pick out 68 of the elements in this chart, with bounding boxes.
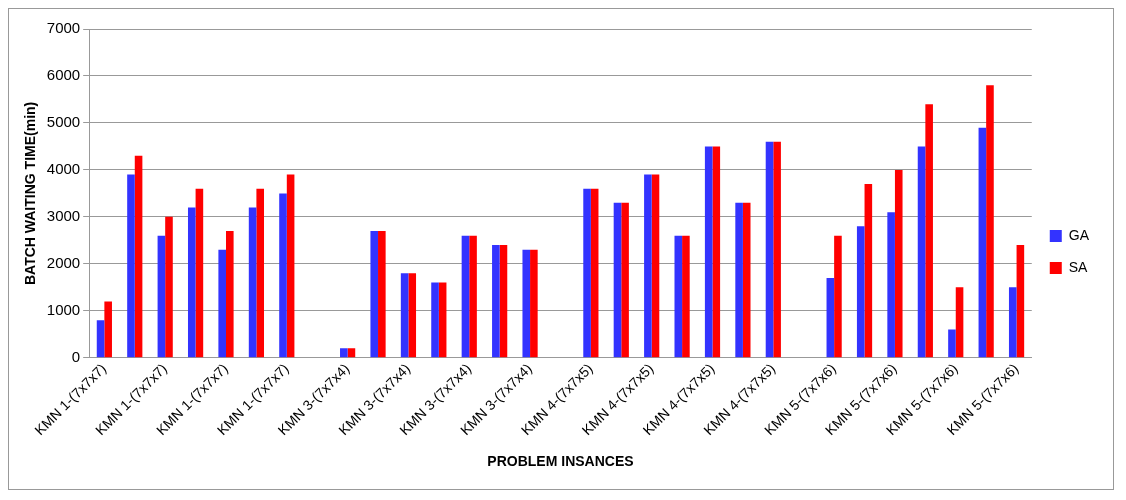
legend-label: SA bbox=[1068, 258, 1089, 275]
bar bbox=[157, 235, 166, 358]
bar bbox=[461, 235, 470, 358]
bar bbox=[408, 273, 417, 358]
bar bbox=[613, 202, 622, 358]
bar bbox=[765, 141, 774, 358]
bar bbox=[955, 287, 964, 358]
bar bbox=[347, 348, 356, 358]
y-tick-label: 6000 bbox=[46, 66, 81, 84]
bar bbox=[674, 235, 683, 358]
bar bbox=[682, 235, 690, 358]
bar bbox=[651, 174, 660, 358]
bar bbox=[864, 183, 873, 358]
y-tick-label: 7000 bbox=[46, 19, 81, 37]
bar bbox=[1016, 245, 1025, 358]
y-tick-label: 3000 bbox=[46, 207, 81, 224]
bar bbox=[469, 235, 477, 358]
bar bbox=[773, 141, 781, 358]
bar bbox=[712, 146, 721, 358]
bar bbox=[530, 249, 538, 358]
bar bbox=[492, 245, 500, 358]
bar bbox=[226, 230, 234, 358]
y-tick-label: 5000 bbox=[46, 113, 81, 131]
bar bbox=[187, 207, 196, 358]
x-axis-title: PROBLEM INSANCES bbox=[487, 453, 634, 470]
bar bbox=[256, 188, 265, 358]
bar bbox=[286, 174, 295, 358]
bar bbox=[195, 188, 204, 358]
bar bbox=[370, 230, 379, 358]
bar bbox=[340, 348, 348, 358]
bar bbox=[165, 216, 173, 358]
bar bbox=[378, 230, 386, 358]
bar bbox=[621, 202, 629, 358]
bar bbox=[248, 207, 257, 358]
y-axis-title: BATCH WAITING TIME(min) bbox=[22, 101, 39, 286]
bar bbox=[438, 282, 447, 358]
bar bbox=[590, 188, 599, 358]
bar bbox=[583, 188, 591, 358]
bar bbox=[948, 329, 956, 358]
bar bbox=[104, 301, 112, 358]
bar bbox=[127, 174, 135, 358]
bar bbox=[644, 174, 652, 358]
bar bbox=[978, 127, 987, 358]
y-tick-label: 4000 bbox=[46, 160, 81, 178]
bar bbox=[834, 235, 842, 358]
bar bbox=[894, 169, 903, 358]
bar bbox=[499, 245, 508, 358]
bar bbox=[400, 273, 409, 358]
bar bbox=[986, 85, 994, 358]
bar bbox=[826, 277, 835, 358]
bar bbox=[134, 155, 143, 358]
bar bbox=[218, 249, 226, 358]
bar bbox=[887, 212, 895, 358]
bar bbox=[431, 282, 439, 358]
bar bbox=[96, 320, 105, 358]
legend-label: GA bbox=[1068, 226, 1090, 243]
bar bbox=[856, 226, 865, 358]
y-tick-label: 1000 bbox=[46, 300, 81, 318]
bar bbox=[522, 249, 531, 358]
bar bbox=[704, 146, 713, 358]
bar bbox=[742, 202, 751, 358]
y-tick-label: 0 bbox=[71, 347, 81, 365]
bar bbox=[279, 193, 287, 358]
bar bbox=[735, 202, 743, 358]
bar bbox=[925, 104, 933, 358]
y-tick-label: 2000 bbox=[46, 253, 81, 271]
bar bbox=[1008, 287, 1017, 358]
bar bbox=[917, 146, 926, 358]
